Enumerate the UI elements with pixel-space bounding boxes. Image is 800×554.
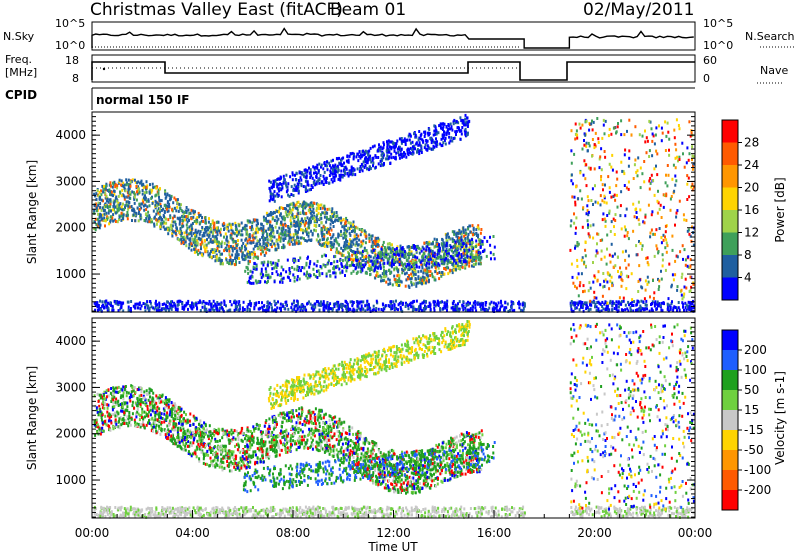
nsky-trace: [91, 27, 694, 49]
colorbar-segment: [722, 255, 738, 278]
colorbar-tick-label: 28: [744, 136, 759, 150]
freq-trace: [91, 61, 695, 81]
colorbar-segment: [722, 470, 738, 491]
station-title: Christmas Valley East (fitACF): [90, 0, 343, 20]
colorbar-tick-label: 20: [744, 181, 759, 195]
power-colorbar: 28 24 20 16 12 8 4: [721, 119, 759, 301]
x-tick-label: 16:00: [477, 526, 512, 540]
time-axis-label: Time UT: [367, 540, 418, 554]
power-ylabel: Slant Range [km]: [25, 160, 39, 264]
cpid-panel: CPID normal 150 IF: [5, 87, 695, 110]
x-tick-label: 04:00: [175, 526, 210, 540]
freq-label-line2: [MHz]: [5, 66, 37, 79]
power-y-axis: 1000 2000 3000 4000: [55, 116, 695, 312]
colorbar-tick-label: -200: [744, 483, 771, 497]
x-tick-label: 00:00: [75, 526, 110, 540]
velocity-y-axis: 1000 2000 3000 4000: [55, 322, 695, 518]
colorbar-segment: [722, 165, 738, 188]
cpid-mode: normal 150 IF: [96, 93, 190, 107]
colorbar-segment: [722, 410, 738, 431]
nsky-tick-bottom: 10^0: [55, 39, 85, 52]
colorbar-tick-label: 15: [744, 403, 759, 417]
nsky-panel: N.Sky 10^5 10^0 N.Search 10^5 10^0: [3, 17, 795, 52]
x-tick-label: 08:00: [276, 526, 311, 540]
velocity-data: [93, 320, 695, 519]
colorbar-tick-label: 200: [744, 343, 767, 357]
velocity-colorbar-label: Velocity [m s-1]: [773, 371, 787, 465]
y-tick-label: 4000: [55, 128, 86, 142]
y-tick-label: 4000: [55, 334, 86, 348]
power-data: [93, 113, 695, 313]
y-tick-label: 2000: [55, 221, 86, 235]
colorbar-tick-label: 24: [744, 158, 759, 172]
nave-tick-bottom: 0: [703, 72, 710, 85]
nsky-tick-top: 10^5: [55, 17, 85, 30]
colorbar-segment: [722, 450, 738, 471]
nsky-label: N.Sky: [3, 30, 35, 43]
colorbar-tick-label: 12: [744, 226, 759, 240]
colorbar-segment: [722, 142, 738, 166]
power-colorbar-label: Power [dB]: [773, 177, 787, 242]
colorbar-tick-label: -100: [744, 463, 771, 477]
freq-tick-bottom: 8: [72, 72, 79, 85]
colorbar-segment: [722, 232, 738, 256]
beam-label: Beam 01: [330, 0, 406, 20]
nsearch-label: N.Search: [745, 30, 795, 43]
colorbar-segment: [722, 370, 738, 391]
cpid-label: CPID: [5, 88, 37, 102]
colorbar-segment: [722, 490, 738, 511]
colorbar-tick-label: 100: [744, 363, 767, 377]
freq-label-line1: Freq.: [5, 53, 32, 66]
colorbar-segment: [722, 390, 738, 411]
y-tick-label: 1000: [55, 267, 86, 281]
colorbar-tick-label: 50: [744, 383, 759, 397]
colorbar-segment: [722, 120, 738, 143]
freq-panel: Freq. [MHz] 18 8 Nave 60 0: [5, 53, 788, 85]
nsearch-tick-bottom: 10^0: [703, 39, 733, 52]
date-label: 02/May/2011: [583, 0, 695, 20]
velocity-colorbar: 200 100 50 15 -15 -50 -100 -200: [721, 329, 771, 511]
colorbar-segment: [722, 330, 738, 351]
colorbar-tick-label: 4: [744, 271, 752, 285]
colorbar-tick-label: -50: [744, 443, 764, 457]
power-panel: 1000 2000 3000 4000 Slant Range [km]: [25, 111, 696, 313]
y-tick-label: 2000: [55, 427, 86, 441]
colorbar-segment: [722, 350, 738, 371]
colorbar-tick-label: 8: [744, 248, 752, 262]
nsearch-tick-top: 10^5: [703, 17, 733, 30]
x-tick-label: 20:00: [577, 526, 612, 540]
nave-tick-top: 60: [703, 54, 717, 67]
colorbar-segment: [722, 187, 738, 211]
colorbar-tick-label: 16: [744, 203, 759, 217]
y-tick-label: 3000: [55, 174, 86, 188]
colorbar-tick-label: -15: [744, 423, 764, 437]
freq-tick-top: 18: [65, 54, 79, 67]
nave-label: Nave: [760, 64, 788, 77]
time-x-axis: 00:00 04:00 08:00 12:00 16:00 20:00 00:00: [75, 510, 713, 540]
y-tick-label: 3000: [55, 380, 86, 394]
colorbar-segment: [722, 430, 738, 451]
x-tick-label: 00:00: [678, 526, 713, 540]
colorbar-segment: [722, 210, 738, 233]
velocity-ylabel: Slant Range [km]: [25, 366, 39, 470]
y-tick-label: 1000: [55, 473, 86, 487]
x-tick-label: 12:00: [376, 526, 411, 540]
colorbar-segment: [722, 277, 738, 301]
